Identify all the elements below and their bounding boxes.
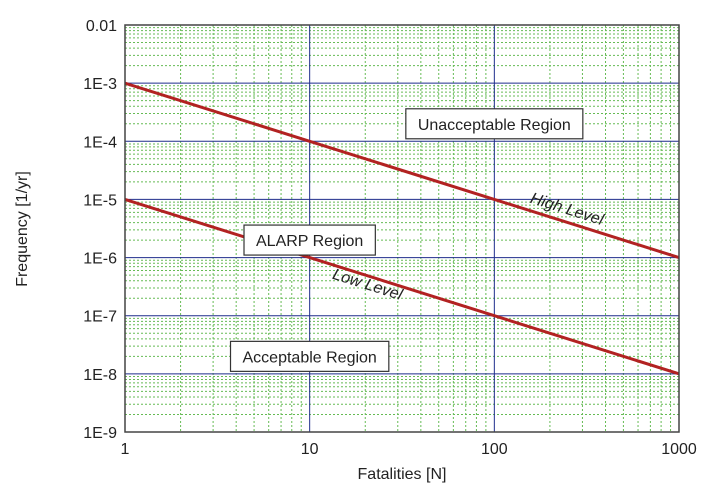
y-tick-label: 1E-6: [83, 251, 117, 268]
region-label: Acceptable Region: [229, 340, 390, 372]
x-axis-label: Fatalities [N]: [358, 466, 447, 483]
y-tick-label: 1E-5: [83, 192, 117, 209]
y-tick-label: 1E-7: [83, 309, 117, 326]
series-line: [124, 81, 680, 260]
tick-layer: 1 10 100 1000 0.01 1E-3 1E-4 1E-5 1E-6 1E-7 1E-8 1E…: [83, 18, 697, 458]
y-tick-label: 1E-9: [83, 425, 117, 442]
y-tick-label: 1E-4: [83, 134, 117, 151]
minor-grid: [125, 25, 679, 432]
region-label-box: [405, 108, 584, 140]
x-tick-label: 10: [301, 441, 319, 458]
y-tick-label: 1E-3: [83, 76, 117, 93]
plot-frame: [124, 24, 680, 433]
region-label: Unacceptable Region: [405, 108, 584, 140]
x-tick-label: 1: [121, 441, 130, 458]
region-label-text: Acceptable Region: [243, 349, 377, 366]
annotation-layer: Unacceptable Region ALARP Region Acceptabl…: [229, 108, 584, 372]
y-axis-label: Frequency [1/yr]: [14, 171, 31, 287]
region-label-text: ALARP Region: [256, 233, 363, 250]
region-label: ALARP Region: [243, 224, 376, 256]
region-label-text: Unacceptable Region: [418, 117, 571, 134]
region-label-box: [243, 224, 376, 256]
y-tick-label: 0.01: [86, 18, 117, 35]
y-tick-label: 1E-8: [83, 367, 117, 384]
series-line: [124, 197, 680, 376]
x-tick-label: 100: [481, 441, 508, 458]
x-tick-label: 1000: [661, 441, 697, 458]
region-label-box: [229, 340, 390, 372]
